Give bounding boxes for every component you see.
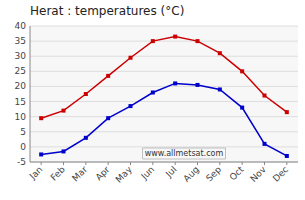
marker bbox=[240, 106, 244, 110]
grid-line bbox=[30, 116, 298, 117]
marker bbox=[218, 51, 222, 55]
x-tick bbox=[108, 162, 109, 165]
x-tick-label: Jul bbox=[163, 164, 178, 179]
x-tick-label: Mar bbox=[70, 164, 89, 183]
marker bbox=[196, 83, 200, 87]
x-tick-label: Jun bbox=[139, 164, 157, 182]
marker bbox=[129, 56, 133, 60]
x-tick bbox=[286, 162, 287, 165]
y-tick-label: 35 bbox=[15, 36, 26, 46]
marker bbox=[39, 116, 43, 120]
x-tick-label: Oct bbox=[228, 164, 246, 182]
title: Herat : temperatures (°C) bbox=[30, 4, 184, 18]
line bbox=[41, 37, 287, 119]
marker bbox=[106, 74, 110, 78]
x-tick-label: Sep bbox=[204, 164, 223, 183]
y-tick-label: 15 bbox=[15, 97, 26, 107]
grid-line bbox=[30, 86, 298, 87]
marker bbox=[62, 149, 66, 153]
y-tick-label: 25 bbox=[15, 66, 26, 76]
y-tick-label: 10 bbox=[15, 112, 27, 122]
x-tick bbox=[41, 162, 42, 165]
x-tick-label: Dec bbox=[271, 164, 290, 183]
marker bbox=[263, 94, 267, 98]
y-tick-label: 20 bbox=[15, 81, 27, 91]
x-tick-label: Nov bbox=[248, 164, 268, 184]
grid-line bbox=[30, 56, 298, 57]
x-tick-label: May bbox=[114, 164, 135, 185]
marker bbox=[151, 90, 155, 94]
grid-line bbox=[30, 162, 298, 163]
x-tick bbox=[152, 162, 153, 165]
x-tick-label: Feb bbox=[49, 164, 68, 183]
marker bbox=[39, 152, 43, 156]
x-tick bbox=[130, 162, 131, 165]
x-tick-label: Jan bbox=[27, 164, 45, 182]
x-axis bbox=[30, 162, 298, 163]
x-tick-label: Apr bbox=[93, 164, 111, 182]
grid-line bbox=[30, 26, 298, 27]
series-group bbox=[39, 35, 289, 158]
grid-line bbox=[30, 41, 298, 42]
y-tick-label: 0 bbox=[20, 142, 26, 152]
x-tick bbox=[197, 162, 198, 165]
marker bbox=[218, 87, 222, 91]
annotation: www.allmetsat.com bbox=[145, 149, 224, 158]
marker bbox=[240, 69, 244, 73]
marker bbox=[106, 116, 110, 120]
marker bbox=[84, 92, 88, 96]
y-tick-label: 30 bbox=[15, 51, 27, 61]
marker bbox=[173, 81, 177, 85]
grid-line bbox=[30, 71, 298, 72]
marker bbox=[151, 39, 155, 43]
marker bbox=[263, 142, 267, 146]
x-tick bbox=[219, 162, 220, 165]
marker bbox=[129, 104, 133, 108]
marker bbox=[285, 154, 289, 158]
y-tick-label: 40 bbox=[15, 21, 27, 31]
annotation-box bbox=[143, 148, 226, 159]
marker bbox=[173, 35, 177, 39]
x-tick bbox=[85, 162, 86, 165]
grid-line bbox=[30, 101, 298, 102]
y-axis bbox=[30, 26, 31, 162]
marker bbox=[285, 110, 289, 114]
plot-area bbox=[30, 26, 298, 162]
line bbox=[41, 83, 287, 156]
x-tick-label: Aug bbox=[181, 164, 201, 184]
marker bbox=[62, 109, 66, 113]
y-tick-label: -5 bbox=[17, 157, 26, 167]
x-tick bbox=[242, 162, 243, 165]
x-tick bbox=[63, 162, 64, 165]
x-tick bbox=[264, 162, 265, 165]
chart: Herat : temperatures (°C) -5 0 5 10 15 20 25 30 3… bbox=[0, 0, 305, 200]
y-tick-label: 5 bbox=[20, 127, 26, 137]
marker bbox=[196, 39, 200, 43]
marker bbox=[84, 136, 88, 140]
x-tick bbox=[175, 162, 176, 165]
